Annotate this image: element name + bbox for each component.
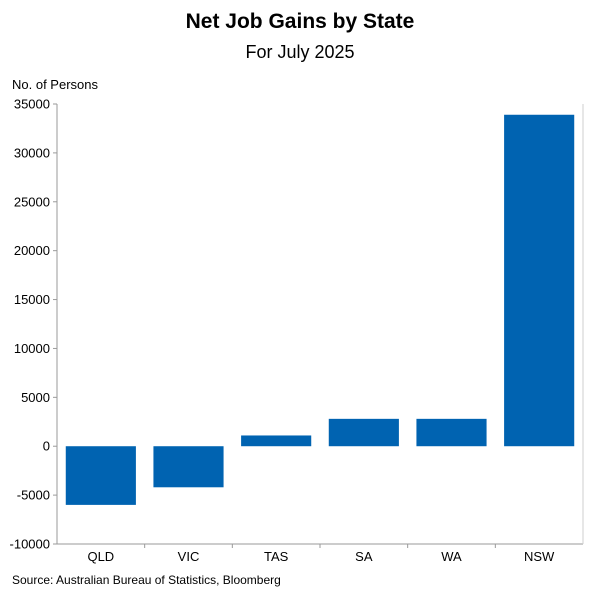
- chart-title: Net Job Gains by State: [185, 10, 415, 33]
- y-tick-label: -10000: [10, 537, 50, 552]
- y-tick-labels: 35000 30000 25000 20000 15000 10000 5000 0 -5000…: [10, 97, 50, 552]
- bars: [65, 114, 575, 505]
- chart-subtitle: For July 2025: [245, 42, 355, 62]
- x-tick-label: QLD: [87, 549, 114, 564]
- y-tick-label: 10000: [14, 341, 50, 356]
- y-tick-label: -5000: [17, 488, 50, 503]
- y-tick-label: 30000: [14, 145, 50, 160]
- y-tick-label: 5000: [21, 390, 50, 405]
- source-note: Source: Australian Bureau of Statistics,…: [12, 573, 281, 587]
- bar-sa: [328, 418, 399, 447]
- x-tick-label: WA: [441, 549, 462, 564]
- y-tick-label: 25000: [14, 194, 50, 209]
- axes: [53, 103, 584, 548]
- x-tick-label: TAS: [264, 549, 289, 564]
- y-axis-label: No. of Persons: [12, 77, 98, 92]
- x-tick-label: VIC: [178, 549, 200, 564]
- x-tick-labels: QLD VIC TAS SA WA NSW: [87, 549, 555, 564]
- y-tick-label: 0: [43, 439, 50, 454]
- x-tick-label: SA: [355, 549, 373, 564]
- y-tick-label: 35000: [14, 97, 50, 112]
- y-tick-label: 20000: [14, 243, 50, 258]
- bar-tas: [241, 435, 312, 447]
- bar-nsw: [504, 114, 575, 447]
- y-tick-label: 15000: [14, 292, 50, 307]
- bar-qld: [65, 446, 136, 505]
- bar-vic: [153, 446, 224, 488]
- bar-wa: [416, 418, 487, 447]
- x-tick-label: NSW: [524, 549, 555, 564]
